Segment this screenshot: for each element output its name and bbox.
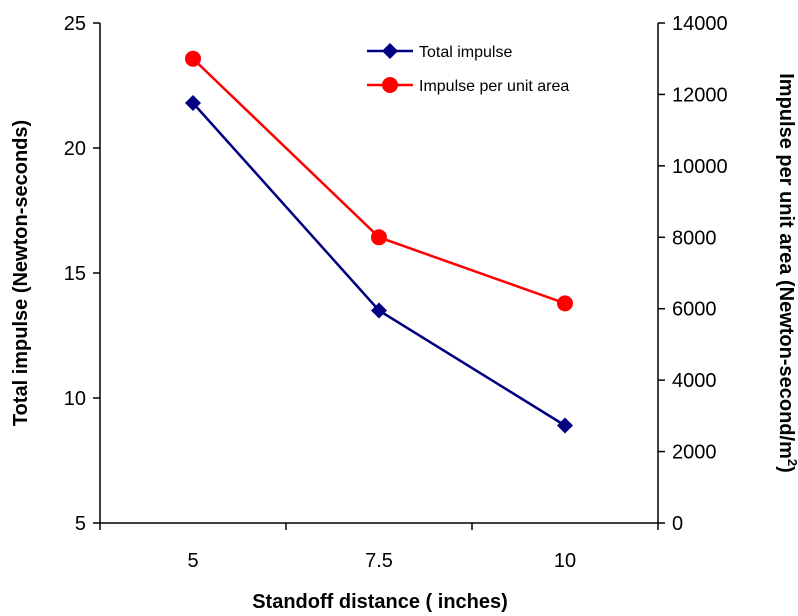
left-y-ticks: 5 10 15 20 25 — [64, 13, 100, 535]
series-line-2 — [192, 57, 566, 305]
legend-label: Total impulse — [419, 44, 512, 61]
data-point-marker — [371, 229, 387, 246]
x-axis-title: Standoff distance ( inches) — [252, 591, 508, 613]
legend-marker — [382, 77, 398, 93]
right-y-tick-label: 12000 — [672, 84, 728, 106]
data-point-marker — [557, 417, 573, 434]
right-y-tick-label: 4000 — [672, 370, 717, 392]
series-group — [185, 50, 573, 434]
x-tick-label: 5 — [187, 550, 198, 572]
x-tick-label: 10 — [554, 550, 576, 572]
data-point-marker — [185, 95, 201, 111]
right-y-ticks: 0 2000 4000 6000 8000 10000 12000 14000 — [658, 13, 728, 535]
left-y-tick-label: 25 — [64, 13, 86, 35]
legend-marker — [382, 43, 398, 59]
data-point-marker — [185, 50, 201, 67]
left-y-tick-label: 20 — [64, 138, 86, 160]
x-ticks: 5 7.5 10 — [99, 523, 659, 572]
left-axis-title: Total impulse (Newton-seconds) — [10, 120, 32, 426]
right-axis-title-suffix: ) — [775, 466, 797, 473]
series-line-1 — [192, 102, 566, 427]
right-y-tick-label: 0 — [672, 513, 683, 535]
x-tick-label: 7.5 — [365, 550, 393, 572]
left-y-tick-label: 10 — [64, 388, 86, 410]
legend: Total impulse Impulse per unit area — [367, 43, 569, 95]
legend-label: Impulse per unit area — [419, 78, 569, 95]
left-y-tick-label: 5 — [75, 513, 86, 535]
data-point-marker — [371, 302, 387, 319]
right-y-tick-label: 10000 — [672, 156, 728, 178]
right-y-tick-label: 14000 — [672, 13, 728, 35]
right-axis-title-main: Impulse per unit area (Newton-second/m — [775, 73, 797, 459]
right-y-tick-label: 6000 — [672, 299, 717, 321]
data-point-marker — [557, 295, 573, 312]
right-y-tick-label: 2000 — [672, 442, 717, 464]
right-axis-title-superscript: 2 — [785, 459, 798, 466]
right-y-tick-label: 8000 — [672, 227, 717, 249]
left-y-tick-label: 15 — [64, 263, 86, 285]
right-axis-title: Impulse per unit area (Newton-second/m2) — [775, 73, 798, 473]
